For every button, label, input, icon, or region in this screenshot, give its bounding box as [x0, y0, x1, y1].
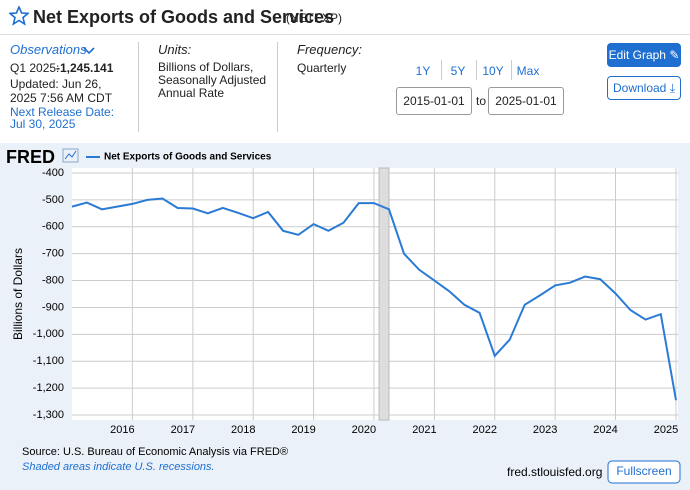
- y-tick-label: -700: [42, 248, 64, 260]
- separator: [441, 60, 442, 80]
- y-tick-label: -400: [42, 167, 64, 179]
- recession-note: Shaded areas indicate U.S. recessions.: [22, 461, 215, 473]
- x-tick-label: 2017: [171, 424, 195, 436]
- y-tick-label: -800: [42, 274, 64, 286]
- y-tick-label: -500: [42, 194, 64, 206]
- x-tick-label: 2023: [533, 424, 557, 436]
- recession-band: [378, 167, 390, 421]
- range-button[interactable]: 1Y: [415, 64, 431, 78]
- separator: [277, 42, 278, 132]
- separator: [138, 42, 139, 132]
- y-tick-label: -1,000: [33, 328, 64, 340]
- to: to: [476, 94, 487, 108]
- star-icon[interactable]: [9, 6, 29, 26]
- edit-graph-button[interactable]: Edit Graph ✎: [607, 43, 681, 67]
- frequency: Quarterly: [297, 61, 347, 75]
- plot-area: [72, 168, 678, 420]
- x-tick-label: 2025: [654, 424, 678, 436]
- y-tick-label: -1,100: [33, 355, 64, 367]
- edit-graph: Edit Graph: [608, 48, 666, 62]
- start-date[interactable]: 2015-01-01: [396, 87, 472, 115]
- x-tick-label: 2020: [352, 424, 376, 436]
- separator: [511, 60, 512, 80]
- site: fred.stlouisfed.org: [507, 465, 602, 479]
- separator: [476, 60, 477, 80]
- range-button[interactable]: 10Y: [482, 64, 504, 78]
- chart: FRED Billions of Dollars Source: U.S. Bu…: [6, 147, 681, 484]
- y-axis-label: Billions of Dollars: [11, 248, 25, 340]
- x-tick-label: 2018: [231, 424, 255, 436]
- x-tick-label: 2016: [110, 424, 134, 436]
- y-tick-label: -900: [42, 301, 64, 313]
- next-release-label: Next Release Date:: [10, 105, 115, 119]
- observations[interactable]: Observations: [10, 42, 87, 57]
- chevron: [83, 47, 95, 55]
- fullscreen: Fullscreen: [616, 464, 671, 478]
- end-date[interactable]: 2025-01-01: [488, 87, 564, 115]
- logo: FRED: [6, 147, 55, 167]
- legend-label: Net Exports of Goods and Services: [104, 152, 272, 163]
- download-button[interactable]: Download ⤓: [607, 76, 681, 100]
- units-label: Units:: [158, 42, 192, 57]
- period: Q1 2025:: [10, 61, 60, 75]
- x-tick-label: 2021: [412, 424, 436, 436]
- download: Download: [612, 81, 667, 95]
- y-tick-label: -600: [42, 221, 64, 233]
- series-line: [71, 197, 677, 401]
- logo-icon-line: [64, 150, 77, 160]
- latest-value: -1,245.141: [56, 61, 114, 75]
- y-tick-label: -1,300: [33, 409, 64, 421]
- title: Net Exports of Goods and Services: [33, 7, 335, 27]
- range-button[interactable]: Max: [516, 64, 540, 78]
- top-bar: Net Exports of Goods and Services (NETEX…: [0, 0, 690, 35]
- series-id: (NETEXP): [286, 11, 343, 25]
- frequency-label: Frequency:: [297, 42, 363, 57]
- updated: Updated: Jun 26, 2025 7:56 AM CDT: [10, 77, 113, 105]
- logo-icon: [62, 148, 79, 163]
- x-tick-label: 2024: [593, 424, 617, 436]
- fullscreen-button[interactable]: [607, 460, 681, 484]
- x-tick-label: 2019: [291, 424, 315, 436]
- x-tick-label: 2022: [473, 424, 497, 436]
- source: Source: U.S. Bureau of Economic Analysis…: [22, 446, 288, 458]
- next-release: Jul 30, 2025: [10, 117, 76, 131]
- units: Billions of Dollars, Seasonally Adjusted…: [158, 60, 267, 100]
- range-button[interactable]: 5Y: [450, 64, 466, 78]
- y-tick-label: -1,200: [33, 382, 64, 394]
